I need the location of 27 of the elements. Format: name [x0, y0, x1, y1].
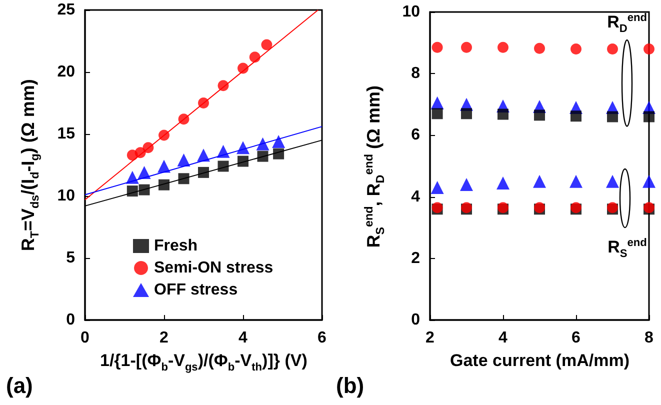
- y-tick-label: 10: [402, 4, 420, 20]
- y-tick-label: 20: [57, 64, 76, 80]
- x-tick-label: 6: [572, 330, 581, 346]
- y-tick-label: 0: [66, 312, 76, 328]
- y-tick-label: 4: [411, 188, 420, 206]
- legend-label: Semi-ON stress: [154, 260, 274, 276]
- x-axis-title: Gate current (mA/mm): [450, 351, 630, 370]
- x-tick-label: 8: [644, 330, 654, 346]
- legend-label: OFF stress: [154, 282, 238, 298]
- x-tick-label: 0: [80, 330, 90, 346]
- x-tick-label: 6: [318, 330, 327, 346]
- y-tick-label: 6: [411, 126, 420, 144]
- x-tick-label: 2: [426, 330, 435, 346]
- y-tick-label: 25: [57, 2, 76, 18]
- y-tick-label: 2: [411, 250, 420, 267]
- legend-label: Fresh: [154, 238, 198, 254]
- text: (b): [336, 373, 364, 398]
- x-tick-label: 4: [498, 330, 508, 346]
- text: (a): [6, 373, 33, 398]
- y-tick-label: 0: [411, 312, 420, 328]
- y-tick-label: 15: [57, 126, 76, 142]
- x-tick-label: 2: [160, 330, 169, 346]
- x-tick-label: 4: [238, 330, 248, 346]
- text: 1/{1-[(Φ$_{b}$-V$_{gs}$)/(Φ$_{b}$-V$_{th}$)]} (V): [100, 351, 308, 374]
- y-tick-label: 8: [411, 65, 420, 82]
- y-tick-label: 5: [66, 250, 76, 266]
- y-tick-label: 10: [57, 188, 76, 204]
